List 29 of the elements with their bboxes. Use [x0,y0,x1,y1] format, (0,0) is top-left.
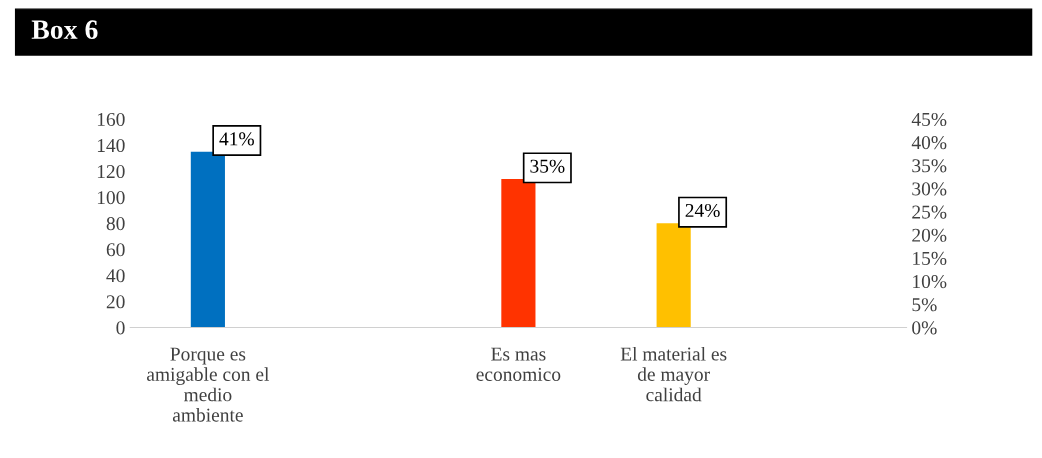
annotation: 41% [219,132,254,146]
y2-tick-label: 0% [912,321,937,335]
y2-tick-label: 20% [912,228,947,242]
x-tick-label: Porque es amigable con el medio ambiente [147,347,270,422]
y2-tick-label: 45% [911,112,947,127]
bar [501,178,536,328]
y2-tick-label: 35% [912,159,947,173]
chart-title: Box 6 [31,20,98,40]
y2-tick-label: 10% [913,274,947,289]
y-tick-label: 100 [97,191,125,205]
y2-tick-label: 40% [911,136,947,150]
annotation: 35% [530,159,565,173]
y-tick-label: 0 [116,321,125,335]
y-tick-label: 20 [106,295,125,309]
annotation: 24% [685,203,720,218]
y-tick-label: 80 [106,217,125,231]
y2-tick-label: 25% [912,205,947,219]
y2-tick-label: 30% [912,182,947,196]
y2-tick-label: 15% [913,251,947,266]
y-tick-label: 160 [97,112,125,127]
bar [190,151,225,328]
y-tick-label: 40 [106,269,125,283]
y-tick-label: 60 [106,243,125,257]
y2-tick-label: 5% [912,298,937,312]
y-tick-label: 120 [97,164,125,179]
bar [656,223,691,328]
x-tick-label: Es mas economico [476,347,561,381]
y-tick-label: 140 [97,138,125,153]
x-tick-label: El material es de mayor calidad [620,346,727,402]
